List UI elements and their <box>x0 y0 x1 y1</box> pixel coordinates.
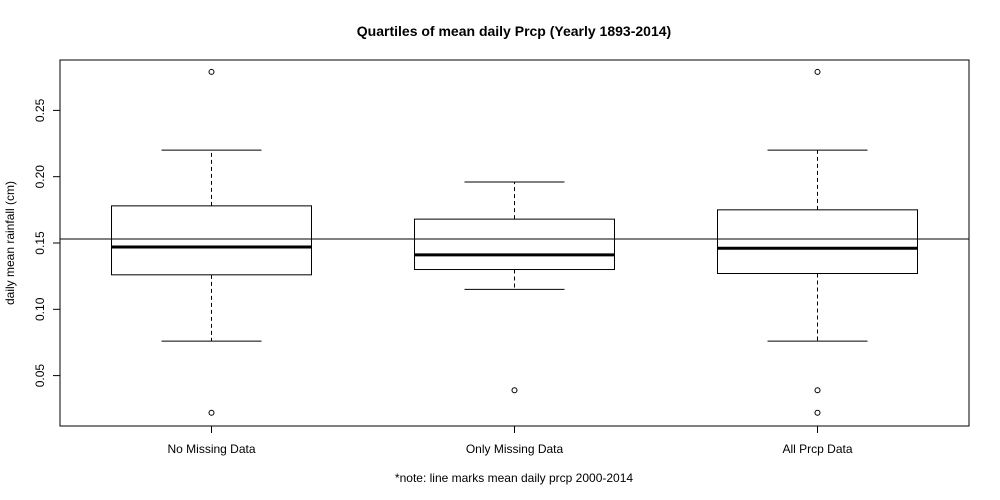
x-tick-label: All Prcp Data <box>782 442 852 456</box>
box-iqr <box>111 205 312 276</box>
x-tick-label: No Missing Data <box>167 442 255 456</box>
chart-title: Quartiles of mean daily Prcp (Yearly 189… <box>357 23 671 39</box>
box-3 <box>717 68 918 416</box>
y-tick-label: 0.10 <box>33 297 47 321</box>
outlier-point <box>208 68 215 75</box>
outlier-point <box>814 68 821 75</box>
y-tick-label: 0.05 <box>33 364 47 388</box>
x-axis-note: *note: line marks mean daily prcp 2000-2… <box>395 471 633 485</box>
y-axis: 0.05 0.10 0.15 0.20 0.25 <box>33 98 60 387</box>
box-iqr <box>717 209 918 274</box>
x-tick-label: Only Missing Data <box>466 442 564 456</box>
y-tick-label: 0.15 <box>33 231 47 255</box>
y-tick-label: 0.25 <box>33 98 47 122</box>
outlier-point <box>208 409 215 416</box>
outlier-point <box>511 387 518 394</box>
boxes-layer <box>111 68 918 416</box>
box-1 <box>111 68 312 416</box>
y-axis-label: daily mean rainfall (cm) <box>3 181 17 305</box>
outlier-point <box>814 387 821 394</box>
y-tick-label: 0.20 <box>33 165 47 189</box>
box-iqr <box>414 218 615 271</box>
outlier-point <box>814 409 821 416</box>
x-axis-labels: No Missing Data Only Missing Data All Prcp… <box>167 426 853 456</box>
box-2 <box>414 181 615 394</box>
